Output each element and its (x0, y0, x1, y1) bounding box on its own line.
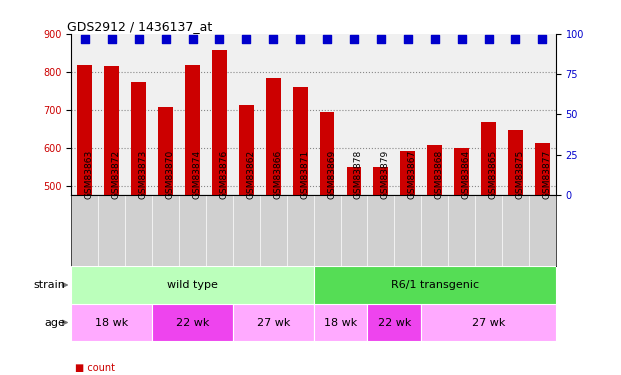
Text: GSM83870: GSM83870 (166, 149, 175, 199)
Text: GSM83867: GSM83867 (408, 149, 417, 199)
Bar (481, 122, 496, 195)
Bar (347, 167, 361, 195)
Text: GDS2912 / 1436137_at: GDS2912 / 1436137_at (66, 20, 212, 33)
Text: ■ count: ■ count (75, 363, 114, 372)
Bar (71, 266, 314, 304)
Bar (233, 304, 314, 341)
Point (268, 36, 278, 42)
Bar (320, 111, 335, 195)
Bar (427, 145, 442, 195)
Text: GSM83875: GSM83875 (515, 149, 524, 199)
Bar (292, 87, 307, 195)
Point (510, 36, 520, 42)
Text: GSM83876: GSM83876 (219, 149, 229, 199)
Text: 22 wk: 22 wk (176, 318, 209, 327)
Point (537, 36, 547, 42)
Point (376, 36, 386, 42)
Bar (131, 82, 146, 195)
Bar (535, 142, 550, 195)
Text: 18 wk: 18 wk (324, 318, 357, 327)
Point (242, 36, 252, 42)
Text: GSM83864: GSM83864 (461, 149, 471, 199)
Text: R6/1 transgenic: R6/1 transgenic (391, 280, 479, 290)
Bar (314, 304, 368, 341)
Point (80, 36, 90, 42)
Bar (421, 304, 556, 341)
Text: GSM83873: GSM83873 (138, 149, 148, 199)
Bar (454, 148, 469, 195)
Point (161, 36, 171, 42)
Text: GSM83872: GSM83872 (112, 149, 120, 199)
Bar (373, 167, 388, 195)
Bar (401, 151, 415, 195)
Text: GSM83865: GSM83865 (489, 149, 497, 199)
Bar (368, 304, 421, 341)
Text: GSM83878: GSM83878 (354, 149, 363, 199)
Text: wild type: wild type (167, 280, 218, 290)
Bar (508, 130, 523, 195)
Text: GSM83868: GSM83868 (435, 149, 443, 199)
Text: 18 wk: 18 wk (95, 318, 129, 327)
Bar (71, 304, 152, 341)
Bar (152, 304, 233, 341)
Bar (158, 106, 173, 195)
Point (349, 36, 359, 42)
Bar (212, 50, 227, 195)
Point (188, 36, 197, 42)
Text: age: age (44, 318, 65, 327)
Text: GSM83874: GSM83874 (193, 149, 201, 199)
Point (322, 36, 332, 42)
Point (295, 36, 305, 42)
Bar (104, 66, 119, 195)
Point (107, 36, 117, 42)
Point (430, 36, 440, 42)
Text: 22 wk: 22 wk (378, 318, 411, 327)
Text: GSM83877: GSM83877 (542, 149, 551, 199)
Text: 27 wk: 27 wk (472, 318, 505, 327)
Bar (78, 65, 93, 195)
Text: GSM83871: GSM83871 (300, 149, 309, 199)
Text: GSM83866: GSM83866 (273, 149, 282, 199)
Bar (314, 266, 556, 304)
Point (484, 36, 494, 42)
Text: strain: strain (34, 280, 65, 290)
Text: GSM83869: GSM83869 (327, 149, 336, 199)
Text: GSM83862: GSM83862 (247, 149, 255, 199)
Text: GSM83863: GSM83863 (85, 149, 94, 199)
Bar (239, 105, 254, 195)
Bar (266, 78, 281, 195)
Point (134, 36, 143, 42)
Point (403, 36, 413, 42)
Point (456, 36, 466, 42)
Point (214, 36, 224, 42)
Text: GSM83879: GSM83879 (381, 149, 390, 199)
Bar (185, 65, 200, 195)
Text: 27 wk: 27 wk (256, 318, 290, 327)
